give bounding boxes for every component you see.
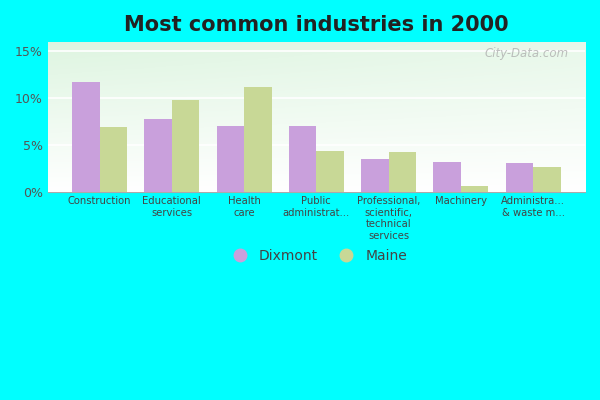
Bar xyxy=(389,152,416,192)
Bar xyxy=(533,166,560,192)
Bar xyxy=(145,119,172,192)
Bar xyxy=(433,162,461,192)
Bar xyxy=(244,87,272,192)
Bar xyxy=(100,127,127,192)
Title: Most common industries in 2000: Most common industries in 2000 xyxy=(124,15,509,35)
Bar xyxy=(289,126,316,192)
Bar xyxy=(72,82,100,192)
Legend: Dixmont, Maine: Dixmont, Maine xyxy=(226,249,407,263)
Text: City-Data.com: City-Data.com xyxy=(485,47,569,60)
Bar xyxy=(172,100,199,192)
Bar xyxy=(217,126,244,192)
Bar xyxy=(506,163,533,192)
Bar xyxy=(361,159,389,192)
Bar xyxy=(461,186,488,192)
Bar xyxy=(316,151,344,192)
